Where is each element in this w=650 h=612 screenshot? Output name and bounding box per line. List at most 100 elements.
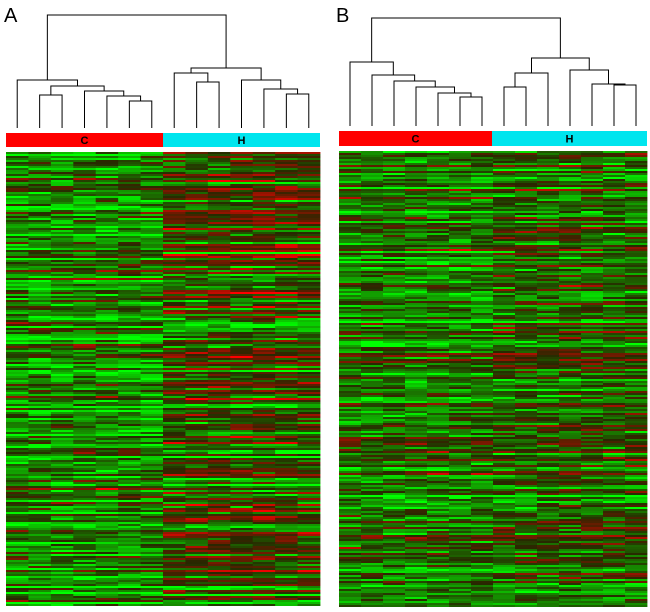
heatmap-cell [185,420,209,422]
heatmap-cell [6,386,29,388]
heatmap-cell [471,229,494,231]
heatmap-cell [471,215,494,217]
heatmap-cell [297,458,321,460]
heatmap-cell [559,315,582,317]
heatmap-cell [28,166,52,168]
dendrogram-branch [514,72,549,126]
heatmap-cell [252,158,276,160]
heatmap-cell [230,490,254,492]
heatmap-cell [361,315,384,317]
heatmap-cell [581,399,604,401]
heatmap-cell [118,586,141,588]
heatmap-cell [185,524,209,526]
heatmap-cell [163,278,186,280]
heatmap-cell [185,280,209,282]
heatmap-cell [185,256,209,258]
heatmap-cell [118,318,141,320]
heatmap-cell [50,178,74,180]
heatmap-cell [73,294,97,296]
heatmap-cell [163,482,186,484]
heatmap-cell [185,584,209,586]
heatmap-cell [50,582,74,584]
heatmap-cell [163,356,186,358]
heatmap-cell [140,334,164,336]
heatmap-cell [6,246,29,248]
heatmap-cell [275,576,298,578]
heatmap-cell [275,354,298,356]
heatmap-cell [252,436,276,438]
heatmap-cell [185,474,209,476]
heatmap-cell [118,422,141,424]
heatmap-cell [252,362,276,364]
heatmap-cell [118,160,141,162]
heatmap-cell [6,306,29,308]
heatmap-cell [140,510,164,512]
heatmap-cell [537,283,560,285]
heatmap-cell [361,331,384,333]
heatmap-cell [449,237,472,239]
heatmap-cell [581,289,604,291]
heatmap-cell [625,317,648,319]
heatmap-cell [625,183,648,185]
heatmap-cell [6,164,29,166]
heatmap-cell [297,370,321,372]
heatmap-cell [471,195,494,197]
heatmap-cell [275,206,298,208]
heatmap-cell [581,185,604,187]
heatmap-cell [405,153,428,155]
heatmap-cell [471,267,494,269]
heatmap-cell [6,596,29,598]
heatmap-cell [493,191,516,193]
heatmap-cell [230,308,254,310]
heatmap-cell [230,492,254,494]
heatmap-cell [383,285,406,287]
heatmap-cell [361,179,384,181]
heatmap-cell [28,200,52,202]
heatmap-cell [50,184,74,186]
heatmap-cell [471,217,494,219]
heatmap-cell [207,362,231,364]
heatmap-cell [537,319,560,321]
heatmap-cell [73,322,97,324]
heatmap-cell [6,434,29,436]
heatmap-cell [515,231,538,233]
heatmap-cell [118,238,141,240]
heatmap-cell [207,256,231,258]
heatmap-cell [275,310,298,312]
heatmap-cell [252,502,276,504]
heatmap-cell [537,353,560,355]
heatmap-cell [163,308,186,310]
heatmap-cell [230,160,254,162]
heatmap-cell [73,374,97,376]
heatmap-cell [230,472,254,474]
heatmap-cell [163,190,186,192]
heatmap-cell [95,188,119,190]
heatmap-cell [95,486,119,488]
heatmap-cell [405,167,428,169]
heatmap-cell [207,586,231,588]
heatmap-cell [95,288,119,290]
heatmap-cell [339,305,362,307]
heatmap-cell [140,534,164,536]
heatmap-cell [252,278,276,280]
heatmap-cell [50,322,74,324]
heatmap-cell [230,250,254,252]
heatmap-cell [163,604,186,606]
heatmap-cell [275,224,298,226]
heatmap-cell [252,340,276,342]
heatmap-cell [6,278,29,280]
heatmap-cell [297,572,321,574]
heatmap-cell [140,294,164,296]
heatmap-cell [297,442,321,444]
heatmap-cell [361,269,384,271]
heatmap-cell [625,357,648,359]
heatmap-cell [252,224,276,226]
heatmap-cell [6,498,29,500]
heatmap-cell [73,308,97,310]
heatmap-cell [252,156,276,158]
heatmap-cell [427,363,450,365]
heatmap-cell [405,279,428,281]
heatmap-cell [275,510,298,512]
heatmap-cell [581,253,604,255]
heatmap-cell [339,257,362,259]
